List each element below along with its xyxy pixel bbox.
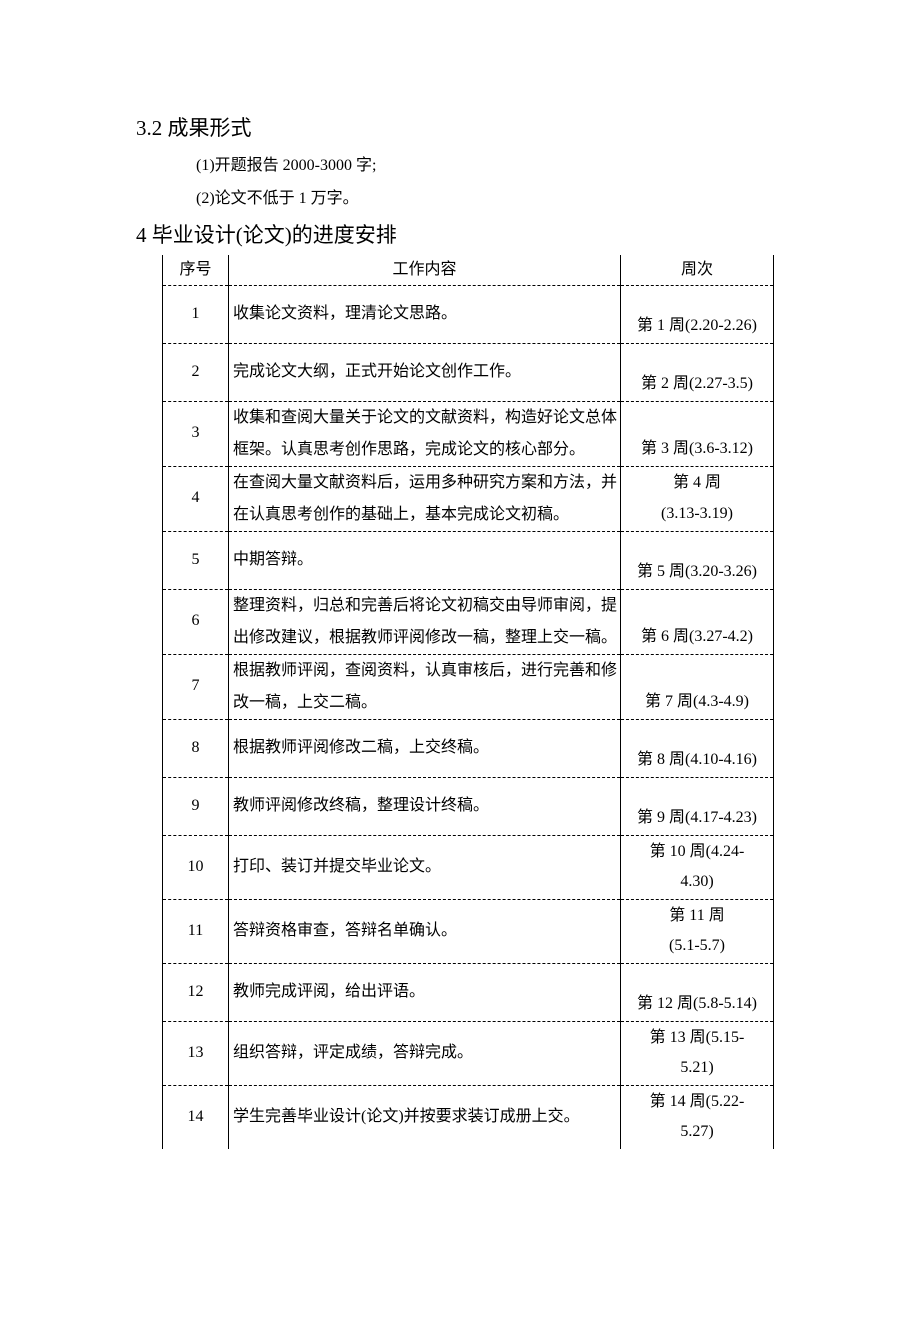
cell-week: 第 4 周 (3.13-3.19) [621, 466, 774, 531]
table-row: 8根据教师评阅修改二稿，上交终稿。第 8 周(4.10-4.16) [163, 719, 774, 777]
cell-index: 14 [163, 1085, 229, 1149]
table-row: 4在查阅大量文献资料后，运用多种研究方案和方法，并在认真思考创作的基础上，基本完… [163, 466, 774, 531]
cell-week: 第 11 周 (5.1-5.7) [621, 899, 774, 963]
cell-week: 第 10 周(4.24- 4.30) [621, 835, 774, 899]
cell-week: 第 6 周(3.27-4.2) [621, 589, 774, 654]
cell-week: 第 13 周(5.15- 5.21) [621, 1021, 774, 1085]
cell-work: 完成论文大纲，正式开始论文创作工作。 [229, 343, 621, 401]
cell-work: 打印、装订并提交毕业论文。 [229, 835, 621, 899]
cell-week: 第 2 周(2.27-3.5) [621, 343, 774, 401]
cell-index: 4 [163, 466, 229, 531]
cell-work: 中期答辩。 [229, 531, 621, 589]
cell-week: 第 9 周(4.17-4.23) [621, 777, 774, 835]
cell-week: 第 7 周(4.3-4.9) [621, 654, 774, 719]
cell-week: 第 3 周(3.6-3.12) [621, 401, 774, 466]
cell-week: 第 1 周(2.20-2.26) [621, 285, 774, 343]
cell-work: 整理资料，归总和完善后将论文初稿交由导师审阅，提出修改建议，根据教师评阅修改一稿… [229, 589, 621, 654]
cell-index: 9 [163, 777, 229, 835]
cell-work: 教师评阅修改终稿，整理设计终稿。 [229, 777, 621, 835]
cell-work: 根据教师评阅，查阅资料，认真审核后，进行完善和修改一稿，上交二稿。 [229, 654, 621, 719]
table-row: 7根据教师评阅，查阅资料，认真审核后，进行完善和修改一稿，上交二稿。第 7 周(… [163, 654, 774, 719]
table-row: 6整理资料，归总和完善后将论文初稿交由导师审阅，提出修改建议，根据教师评阅修改一… [163, 589, 774, 654]
schedule-table: 序号 工作内容 周次 1收集论文资料，理清论文思路。第 1 周(2.20-2.2… [162, 255, 774, 1149]
table-row: 12教师完成评阅，给出评语。第 12 周(5.8-5.14) [163, 963, 774, 1021]
cell-work: 收集和查阅大量关于论文的文献资料，构造好论文总体框架。认真思考创作思路，完成论文… [229, 401, 621, 466]
cell-index: 7 [163, 654, 229, 719]
cell-work: 组织答辩，评定成绩，答辩完成。 [229, 1021, 621, 1085]
table-header-row: 序号 工作内容 周次 [163, 255, 774, 285]
cell-week: 第 8 周(4.10-4.16) [621, 719, 774, 777]
cell-work: 根据教师评阅修改二稿，上交终稿。 [229, 719, 621, 777]
table-row: 14学生完善毕业设计(论文)并按要求装订成册上交。第 14 周(5.22- 5.… [163, 1085, 774, 1149]
table-row: 13组织答辩，评定成绩，答辩完成。第 13 周(5.15- 5.21) [163, 1021, 774, 1085]
cell-week: 第 14 周(5.22- 5.27) [621, 1085, 774, 1149]
table-row: 1收集论文资料，理清论文思路。第 1 周(2.20-2.26) [163, 285, 774, 343]
cell-work: 教师完成评阅，给出评语。 [229, 963, 621, 1021]
cell-index: 11 [163, 899, 229, 963]
col-header-week: 周次 [621, 255, 774, 285]
section-4-title: 4 毕业设计(论文)的进度安排 [136, 217, 790, 255]
section-3-2-title: 3.2 成果形式 [136, 110, 790, 148]
col-header-index: 序号 [163, 255, 229, 285]
cell-week: 第 12 周(5.8-5.14) [621, 963, 774, 1021]
cell-index: 8 [163, 719, 229, 777]
cell-index: 12 [163, 963, 229, 1021]
cell-week: 第 5 周(3.20-3.26) [621, 531, 774, 589]
col-header-work: 工作内容 [229, 255, 621, 285]
cell-index: 6 [163, 589, 229, 654]
table-row: 10打印、装订并提交毕业论文。第 10 周(4.24- 4.30) [163, 835, 774, 899]
cell-work: 学生完善毕业设计(论文)并按要求装订成册上交。 [229, 1085, 621, 1149]
section-3-2-item1: (1)开题报告 2000-3000 字; [196, 152, 790, 181]
table-row: 3收集和查阅大量关于论文的文献资料，构造好论文总体框架。认真思考创作思路，完成论… [163, 401, 774, 466]
cell-index: 13 [163, 1021, 229, 1085]
table-row: 2完成论文大纲，正式开始论文创作工作。第 2 周(2.27-3.5) [163, 343, 774, 401]
cell-index: 1 [163, 285, 229, 343]
table-row: 5中期答辩。第 5 周(3.20-3.26) [163, 531, 774, 589]
cell-work: 答辩资格审查，答辩名单确认。 [229, 899, 621, 963]
section-3-2-item2: (2)论文不低于 1 万字。 [196, 185, 790, 214]
table-row: 11答辩资格审查，答辩名单确认。第 11 周 (5.1-5.7) [163, 899, 774, 963]
cell-index: 10 [163, 835, 229, 899]
cell-index: 3 [163, 401, 229, 466]
cell-index: 5 [163, 531, 229, 589]
cell-work: 收集论文资料，理清论文思路。 [229, 285, 621, 343]
cell-index: 2 [163, 343, 229, 401]
cell-work: 在查阅大量文献资料后，运用多种研究方案和方法，并在认真思考创作的基础上，基本完成… [229, 466, 621, 531]
table-row: 9教师评阅修改终稿，整理设计终稿。第 9 周(4.17-4.23) [163, 777, 774, 835]
